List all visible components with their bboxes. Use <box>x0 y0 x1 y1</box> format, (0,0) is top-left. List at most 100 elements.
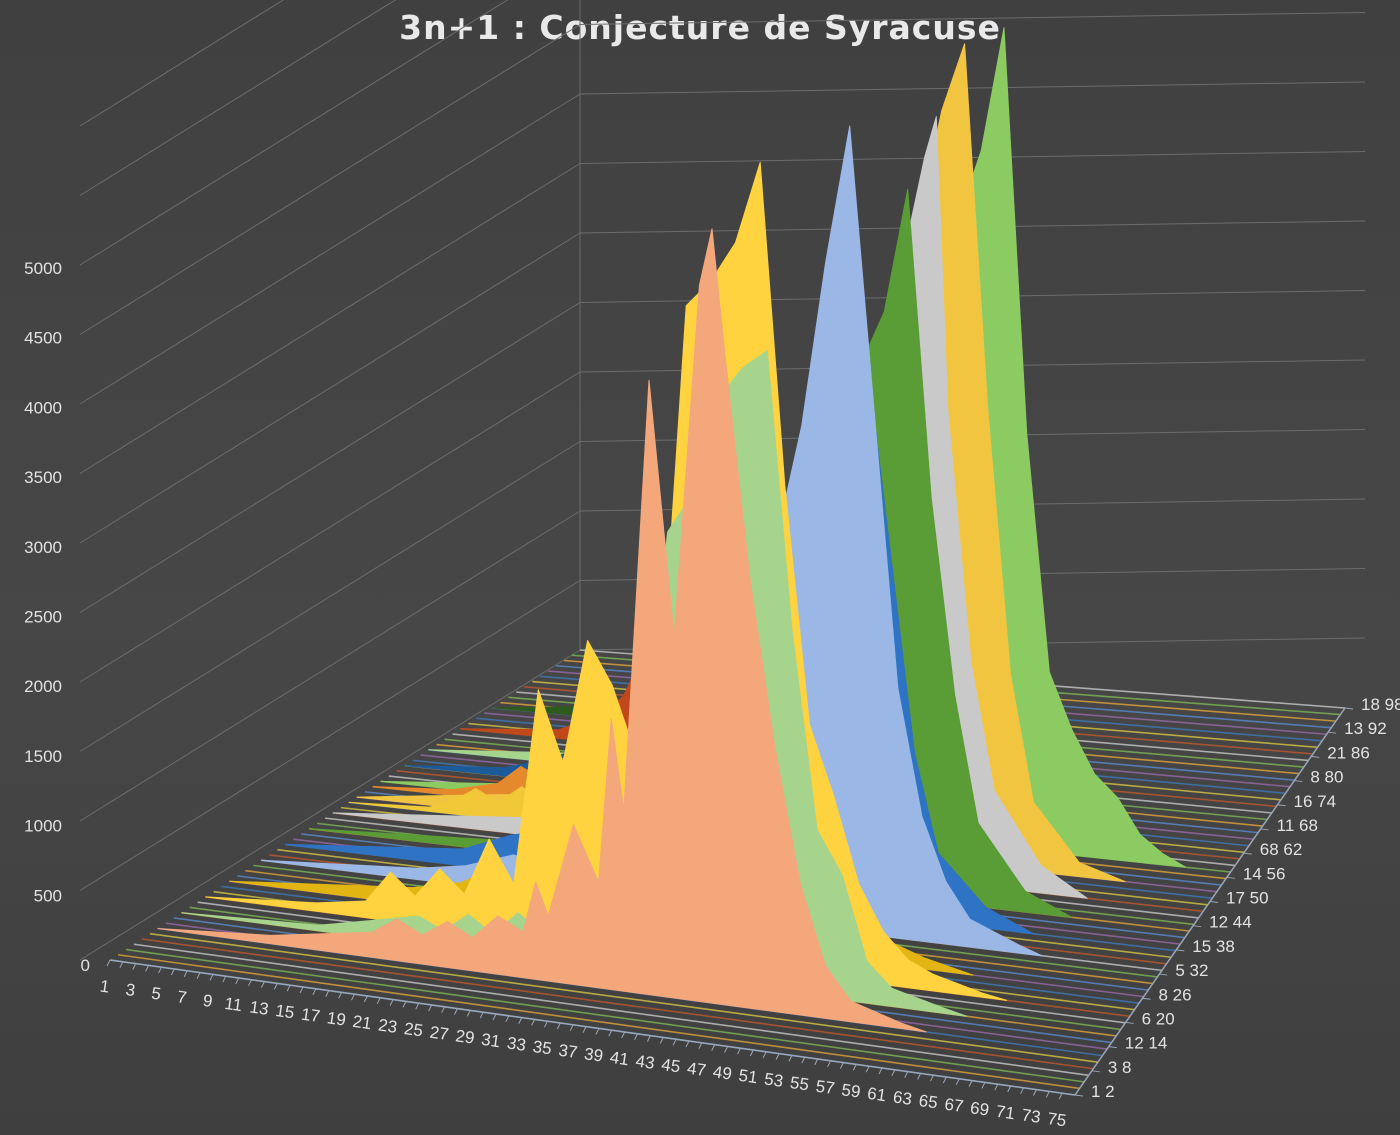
x-tick-mark <box>209 974 214 981</box>
x-tick-mark <box>312 988 317 996</box>
x-tick-label: 45 <box>660 1055 681 1076</box>
x-tick-mark <box>338 992 343 999</box>
x-tick-label: 19 <box>326 1008 347 1029</box>
x-tick-mark <box>775 1053 780 1060</box>
depth-tick-mark <box>1311 755 1320 758</box>
depth-tick-label: 8 80 <box>1310 768 1343 787</box>
x-tick-mark <box>672 1038 677 1046</box>
x-tick-label: 49 <box>712 1062 733 1083</box>
x-tick-label: 71 <box>995 1102 1016 1123</box>
x-tick-mark <box>145 965 150 972</box>
x-tick-mark <box>852 1064 857 1071</box>
floor-series-line <box>133 943 1089 1077</box>
x-tick-mark <box>466 1010 471 1017</box>
depth-tick-mark <box>1209 901 1219 903</box>
x-tick-mark <box>685 1040 690 1048</box>
x-tick-mark <box>544 1020 548 1028</box>
y-tick-label: 5000 <box>24 259 62 278</box>
depth-tick-label: 17 50 <box>1226 889 1269 908</box>
x-tick-mark <box>479 1011 484 1019</box>
side-gridline <box>79 649 581 961</box>
x-tick-mark <box>698 1042 703 1050</box>
depth-tick-mark <box>1074 1094 1084 1097</box>
depth-tick-mark <box>1091 1070 1100 1073</box>
side-gridline <box>79 0 285 127</box>
x-tick-label: 43 <box>634 1051 655 1072</box>
area-series <box>157 228 927 1033</box>
floor-series-line <box>125 948 1085 1083</box>
x-tick-mark <box>595 1028 600 1035</box>
x-tick-mark <box>1045 1091 1050 1098</box>
x-tick-label: 21 <box>351 1012 372 1033</box>
y-axis: 0 500 1000 1500 2000 2500 3000 3500 4000 4500 5000 <box>24 259 90 975</box>
x-tick-mark <box>942 1076 947 1084</box>
floor-series-line <box>117 953 1080 1090</box>
x-tick-mark <box>608 1029 613 1037</box>
x-tick-mark <box>749 1049 754 1057</box>
x-tick-label: 1 <box>99 976 111 996</box>
x-tick-mark <box>621 1031 626 1039</box>
y-tick-label: 2000 <box>24 677 62 696</box>
x-tick-mark <box>891 1069 896 1077</box>
x-tick-mark <box>801 1056 806 1064</box>
x-tick-label: 35 <box>532 1037 553 1058</box>
x-tick-label: 47 <box>686 1059 707 1080</box>
x-tick-label: 33 <box>506 1033 527 1054</box>
floor-series-line <box>149 932 1098 1063</box>
y-tick-label: 4500 <box>24 329 62 348</box>
back-gridline <box>579 12 1366 25</box>
side-gridline <box>79 93 581 405</box>
x-tick-mark <box>556 1022 561 1030</box>
x-tick-mark <box>402 1001 407 1008</box>
x-tick-mark <box>235 977 240 985</box>
depth-tick-mark <box>1142 997 1151 1000</box>
x-tick-label: 57 <box>815 1077 836 1098</box>
x-tick-mark <box>286 984 291 992</box>
x-tick-mark <box>865 1065 870 1073</box>
x-tick-label: 31 <box>480 1030 501 1051</box>
back-gridline <box>579 81 1366 95</box>
x-tick-mark <box>968 1080 973 1087</box>
x-tick-label: 65 <box>918 1091 939 1112</box>
x-tick-label: 69 <box>969 1098 990 1119</box>
x-tick-mark <box>724 1046 729 1053</box>
x-tick-mark <box>930 1074 934 1082</box>
x-tick-mark <box>351 993 355 1001</box>
x-tick-mark <box>994 1083 999 1091</box>
depth-tick-mark <box>1260 828 1269 831</box>
depth-tick-mark <box>1125 1021 1134 1024</box>
x-tick-label: 3 <box>124 980 136 1000</box>
x-tick-mark <box>119 961 124 969</box>
depth-tick-label: 13 92 <box>1344 719 1387 738</box>
depth-tick-mark <box>1344 707 1354 710</box>
depth-tick-label: 12 14 <box>1125 1034 1168 1053</box>
x-tick-label: 61 <box>866 1084 887 1105</box>
depth-tick-label: 21 86 <box>1327 743 1370 762</box>
y-tick-label: 1000 <box>24 817 62 836</box>
x-tick-label: 13 <box>248 997 269 1018</box>
side-gridline <box>79 371 581 683</box>
x-tick-mark <box>582 1026 587 1033</box>
series-layer <box>157 27 1186 1033</box>
x-tick-mark <box>904 1071 909 1078</box>
x-tick-mark <box>389 999 394 1006</box>
x-tick-mark <box>106 959 111 967</box>
chart-title: 3n+1 : Conjecture de Syracuse <box>399 8 1001 47</box>
depth-tick-label: 6 20 <box>1142 1009 1175 1028</box>
x-tick-mark <box>737 1047 741 1055</box>
x-tick-mark <box>878 1067 883 1075</box>
depth-tick-mark <box>1176 949 1185 952</box>
x-tick-label: 29 <box>454 1026 475 1047</box>
side-gridline <box>79 24 581 335</box>
x-tick-label: 41 <box>609 1048 630 1069</box>
y-tick-label: 1500 <box>24 747 62 766</box>
y-tick-label: 2500 <box>24 608 62 627</box>
x-tick-label: 7 <box>176 987 188 1007</box>
depth-tick-label: 5 32 <box>1175 961 1208 980</box>
depth-tick-label: 15 38 <box>1192 937 1235 956</box>
x-tick-label: 15 <box>274 1001 295 1022</box>
depth-tick-mark <box>1277 804 1286 807</box>
x-tick-mark <box>492 1013 497 1021</box>
x-tick-mark <box>788 1055 793 1062</box>
